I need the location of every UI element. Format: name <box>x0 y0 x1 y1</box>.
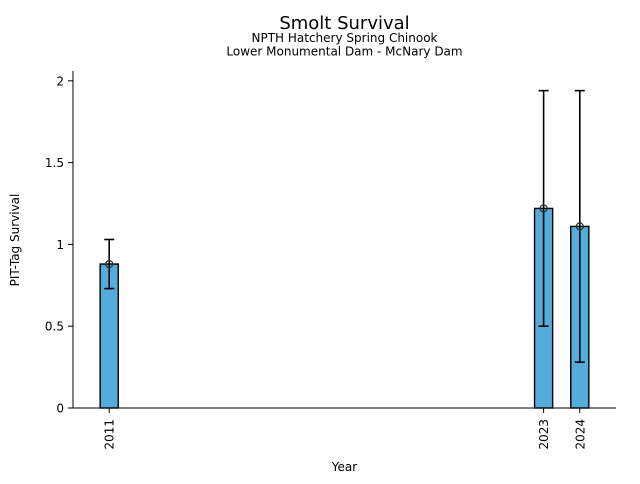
marker-2024 <box>575 222 584 231</box>
marker-2023 <box>539 204 548 213</box>
x-tick-label-2011: 2011 <box>103 419 117 450</box>
y-tick-label-0: 0 <box>56 402 64 416</box>
x-axis-label: Year <box>331 460 357 474</box>
x-tick-label-2024: 2024 <box>573 419 587 450</box>
chart-subtitle-line1: NPTH Hatchery Spring Chinook <box>252 31 438 45</box>
y-tick-label-1: 1 <box>56 238 64 252</box>
y-tick-label-1.5: 1.5 <box>45 156 64 170</box>
marker-2011 <box>105 259 114 269</box>
y-axis-label: PIT-Tag Survival <box>8 194 22 287</box>
chart-subtitle-line2: Lower Monumental Dam - McNary Dam <box>226 45 462 59</box>
y-tick-label-0.5: 0.5 <box>45 320 64 334</box>
y-tick-label-2: 2 <box>56 74 64 88</box>
plot-area: 0 0.5 1 1.5 2 2011 2023 2024 <box>45 71 616 450</box>
x-tick-label-2023: 2023 <box>537 419 551 450</box>
chart-title: Smolt Survival <box>279 13 409 34</box>
